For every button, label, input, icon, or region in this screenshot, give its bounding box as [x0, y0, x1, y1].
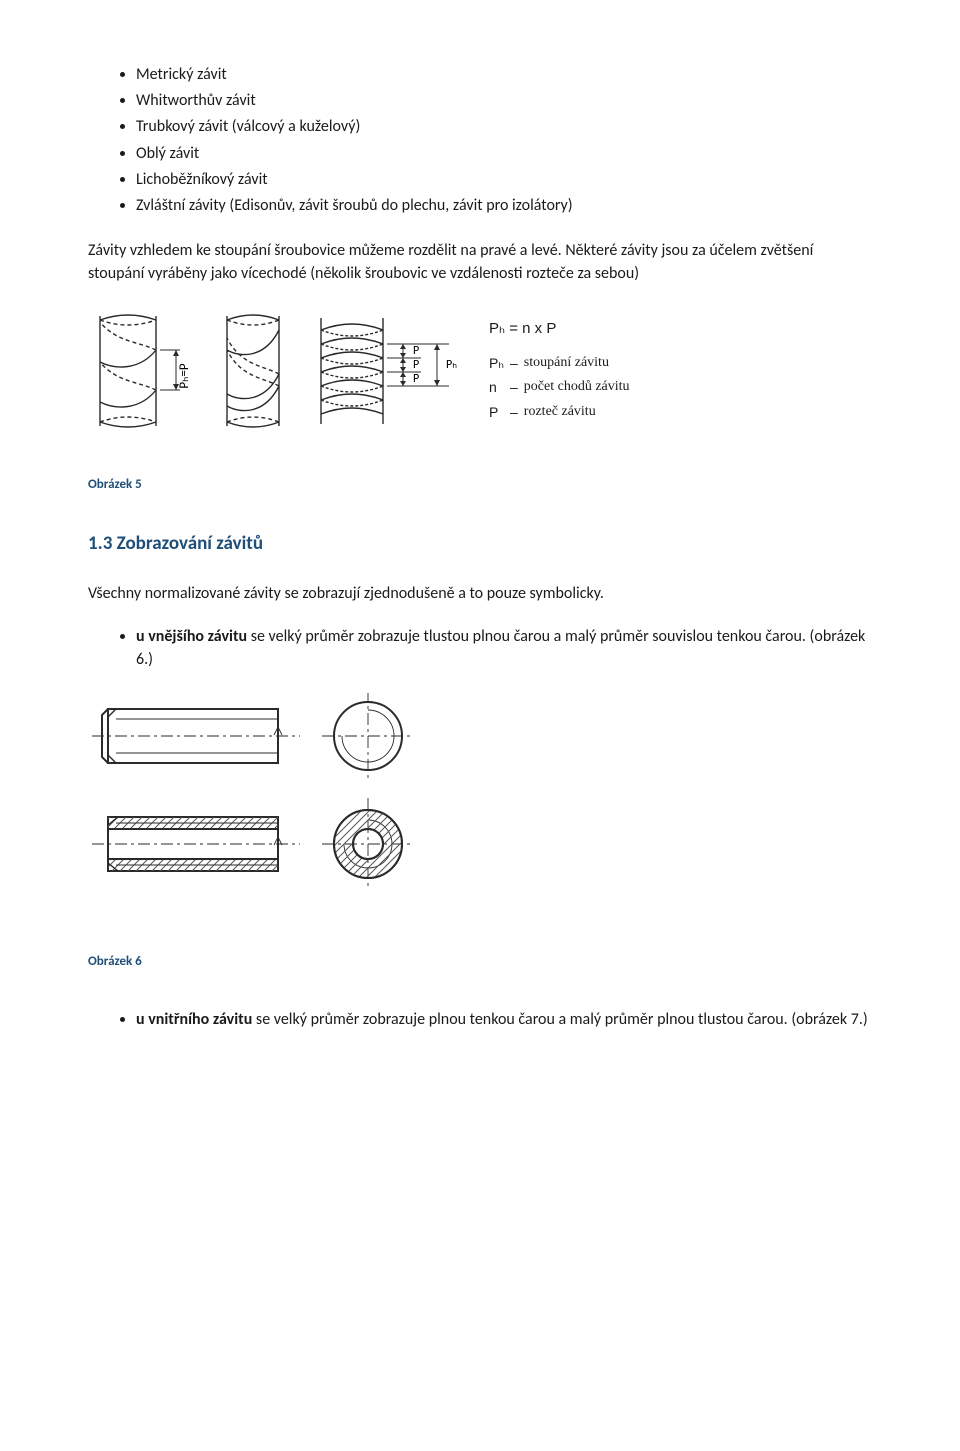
- fig6-drawing-icon: [88, 693, 468, 913]
- legend-row: Pₕ – stoupání závitu: [489, 351, 636, 375]
- list-item: u vnitřního závitu se velký průměr zobra…: [136, 1008, 872, 1031]
- list-item: u vnějšího závitu se velký průměr zobraz…: [136, 625, 872, 671]
- list-item: Zvláštní závity (Edisonův, závit šroubů …: [136, 194, 872, 217]
- section-1-3-heading: 1.3 Zobrazování závitů: [88, 530, 872, 558]
- list-item: Trubkový závit (válcový a kuželový): [136, 115, 872, 138]
- outer-thread-bullet-list: u vnějšího závitu se velký průměr zobraz…: [88, 625, 872, 671]
- list-item: Whitworthův závit: [136, 89, 872, 112]
- legend-row: P – rozteč závitu: [489, 400, 636, 424]
- list-item: Metrický závit: [136, 63, 872, 86]
- svg-text:P: P: [413, 358, 419, 372]
- fig5-cylinder-left-icon: Pₕ=P: [88, 306, 193, 436]
- svg-text:P: P: [413, 344, 419, 358]
- fig5-cylinder-middle-icon: [219, 306, 287, 436]
- figure-5-caption: Obrázek 5: [88, 476, 872, 495]
- figure-5: Pₕ=P: [88, 306, 872, 436]
- fig5-legend: Pₕ – stoupání závitu n – počet chodů záv…: [489, 351, 636, 424]
- bullet-lead: u vnitřního závitu: [136, 1010, 252, 1029]
- figure-6: [88, 693, 872, 913]
- svg-text:Pₕ=P: Pₕ=P: [177, 363, 192, 388]
- inner-thread-bullet-list: u vnitřního závitu se velký průměr zobra…: [88, 1008, 872, 1031]
- fig5-cylinder-right-icon: P P P Pₕ: [313, 306, 463, 436]
- list-item: Lichoběžníkový závit: [136, 168, 872, 191]
- paragraph-intro: Závity vzhledem ke stoupání šroubovice m…: [88, 239, 872, 285]
- figure-6-caption: Obrázek 6: [88, 953, 872, 972]
- thread-types-list: Metrický závit Whitworthův závit Trubkov…: [88, 63, 872, 217]
- fig5-formula-block: Pₕ = n x P Pₕ – stoupání závitu n – poče…: [489, 317, 636, 424]
- bullet-lead: u vnějšího závitu: [136, 627, 247, 646]
- legend-row: n – počet chodů závitu: [489, 375, 636, 399]
- svg-text:P: P: [413, 372, 419, 386]
- bullet-rest: se velký průměr zobrazuje plnou tenkou č…: [252, 1010, 867, 1029]
- paragraph-norm: Všechny normalizované závity se zobrazuj…: [88, 582, 872, 605]
- svg-text:Pₕ: Pₕ: [446, 358, 457, 372]
- formula-line: Pₕ = n x P: [489, 317, 636, 341]
- list-item: Oblý závit: [136, 142, 872, 165]
